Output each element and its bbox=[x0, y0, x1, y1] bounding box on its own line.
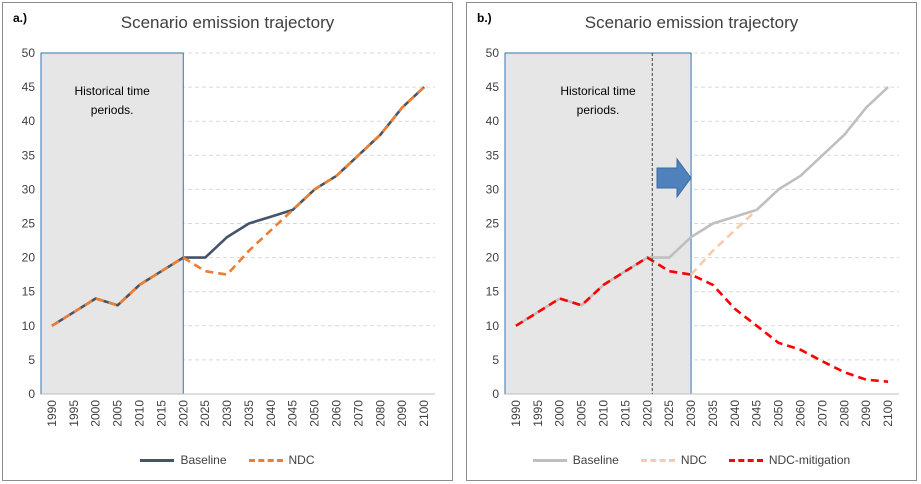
y-tick-label: 45 bbox=[22, 80, 36, 94]
x-tick-label: 2025 bbox=[198, 400, 212, 427]
legend-swatch bbox=[532, 458, 567, 462]
annotation-text: periods. bbox=[577, 103, 620, 117]
panel-label: b.) bbox=[477, 11, 492, 25]
y-tick-label: 10 bbox=[22, 319, 36, 333]
x-tick-label: 1990 bbox=[45, 400, 59, 427]
y-tick-label: 50 bbox=[486, 46, 500, 60]
x-tick-label: 2045 bbox=[750, 400, 764, 427]
y-tick-label: 20 bbox=[486, 251, 500, 265]
x-tick-label: 2035 bbox=[242, 400, 256, 427]
legend-swatch bbox=[140, 458, 175, 462]
x-tick-label: 2060 bbox=[794, 400, 808, 427]
legend: Baseline NDC bbox=[3, 453, 452, 467]
x-tick-label: 2050 bbox=[772, 400, 786, 427]
legend-item-baseline: Baseline bbox=[532, 453, 619, 467]
x-tick-label: 2090 bbox=[859, 400, 873, 427]
legend-label: NDC-mitigation bbox=[768, 453, 851, 467]
series-line-ndc bbox=[51, 86, 425, 327]
series-line-ndc bbox=[690, 208, 758, 276]
y-tick-label: 40 bbox=[22, 114, 36, 128]
y-tick-label: 35 bbox=[486, 148, 500, 162]
x-tick-label: 2000 bbox=[89, 400, 103, 427]
y-tick-label: 50 bbox=[22, 46, 36, 60]
x-tick-label: 2080 bbox=[837, 400, 851, 427]
chart-title: Scenario emission trajectory bbox=[120, 13, 335, 32]
x-tick-label: 2070 bbox=[351, 400, 365, 427]
x-tick-label: 2025 bbox=[662, 400, 676, 427]
x-tick-label: 2040 bbox=[264, 400, 278, 427]
y-tick-label: 5 bbox=[28, 353, 35, 367]
x-tick-label: 2040 bbox=[728, 400, 742, 427]
legend-swatch bbox=[248, 458, 283, 462]
y-tick-label: 5 bbox=[492, 353, 499, 367]
y-tick-label: 40 bbox=[486, 114, 500, 128]
annotation-text: Historical time bbox=[74, 84, 150, 98]
x-tick-label: 2090 bbox=[395, 400, 409, 427]
y-tick-label: 0 bbox=[492, 387, 499, 401]
x-tick-label: 2030 bbox=[220, 400, 234, 427]
historical-period-box bbox=[40, 52, 184, 395]
x-tick-label: 2050 bbox=[308, 400, 322, 427]
x-tick-label: 2080 bbox=[373, 400, 387, 427]
chart-panel-b: b.) Scenario emission trajectory 0 5 10 15 2… bbox=[466, 2, 917, 481]
annotation-text: Historical time bbox=[560, 84, 636, 98]
x-tick-label: 2000 bbox=[553, 400, 567, 427]
y-tick-label: 15 bbox=[486, 285, 500, 299]
x-tick-label: 2020 bbox=[640, 400, 654, 427]
y-tick-label: 35 bbox=[22, 148, 36, 162]
chart-title: Scenario emission trajectory bbox=[584, 13, 799, 32]
historical-period-box bbox=[504, 52, 692, 395]
y-tick-label: 10 bbox=[486, 319, 500, 333]
annotation-text: periods. bbox=[91, 103, 134, 117]
legend-item-baseline: Baseline bbox=[140, 453, 227, 467]
legend-item-ndc-mitigation: NDC-mitigation bbox=[728, 453, 851, 467]
y-tick-label: 20 bbox=[22, 251, 36, 265]
x-tick-label: 1990 bbox=[509, 400, 523, 427]
legend-label: NDC bbox=[680, 453, 707, 467]
x-tick-label: 2035 bbox=[706, 400, 720, 427]
x-tick-label: 2005 bbox=[111, 400, 125, 427]
y-tick-label: 25 bbox=[486, 217, 500, 231]
chart-panel-a: a.) Scenario emission trajectory 0 5 10 15 2… bbox=[2, 2, 453, 481]
right-arrow-icon bbox=[656, 157, 692, 199]
legend-item-ndc: NDC bbox=[640, 453, 707, 467]
y-tick-label: 45 bbox=[486, 80, 500, 94]
x-tick-label: 2045 bbox=[286, 400, 300, 427]
legend-label: Baseline bbox=[180, 453, 227, 467]
x-tick-label: 2030 bbox=[684, 400, 698, 427]
x-tick-label: 2100 bbox=[417, 400, 431, 427]
legend: Baseline NDC NDC-mitigation bbox=[467, 453, 916, 467]
legend-item-ndc: NDC bbox=[248, 453, 315, 467]
x-tick-label: 2015 bbox=[618, 400, 632, 427]
legend-swatch bbox=[728, 458, 763, 462]
legend-label: NDC bbox=[288, 453, 315, 467]
y-tick-label: 0 bbox=[28, 387, 35, 401]
x-tick-label: 2005 bbox=[575, 400, 589, 427]
legend-swatch bbox=[640, 458, 675, 462]
legend-label: Baseline bbox=[572, 453, 619, 467]
x-tick-label: 2015 bbox=[154, 400, 168, 427]
y-tick-label: 25 bbox=[22, 217, 36, 231]
series-line-ndc-mitigation bbox=[515, 256, 889, 383]
x-tick-label: 1995 bbox=[531, 400, 545, 427]
x-tick-label: 2010 bbox=[597, 400, 611, 427]
y-tick-label: 30 bbox=[486, 182, 500, 196]
x-tick-label: 2020 bbox=[176, 400, 190, 427]
x-tick-label: 2100 bbox=[881, 400, 895, 427]
x-tick-label: 2070 bbox=[815, 400, 829, 427]
panel-label: a.) bbox=[13, 11, 28, 25]
x-tick-label: 1995 bbox=[67, 400, 81, 427]
y-tick-label: 15 bbox=[22, 285, 36, 299]
x-tick-label: 2060 bbox=[330, 400, 344, 427]
y-tick-label: 30 bbox=[22, 182, 36, 196]
x-tick-label: 2010 bbox=[133, 400, 147, 427]
